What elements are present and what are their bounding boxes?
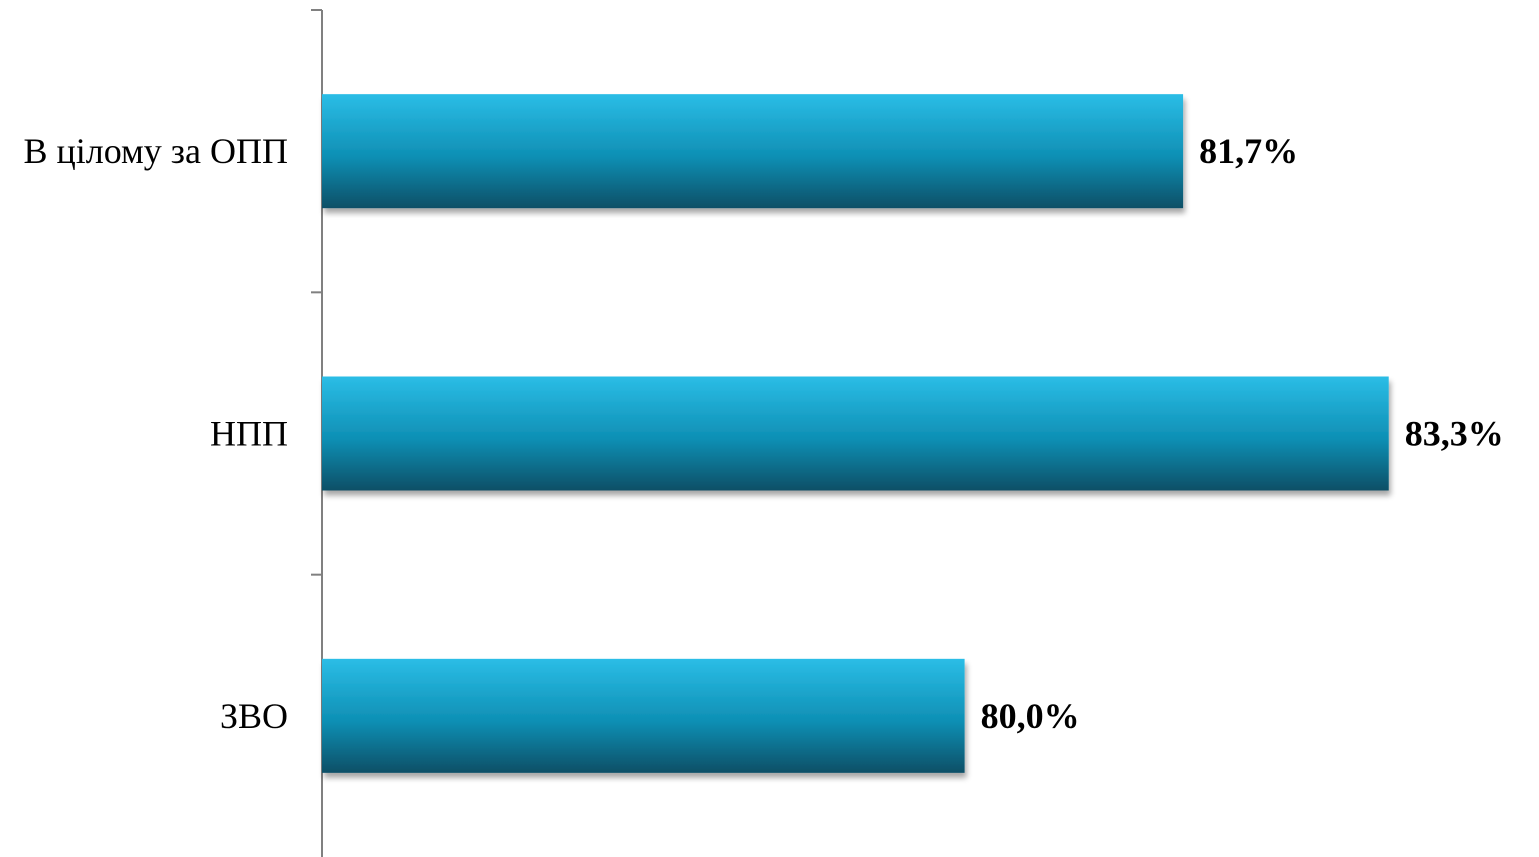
bar-1 [322,376,1389,491]
category-label: НПП [210,414,288,454]
data-label: 81,7% [1199,131,1298,171]
bars [322,94,1389,773]
bar-2 [322,658,965,773]
category-axis [311,9,323,857]
labels: В цілому за ОПП 81,7% НПП 83,3% ЗВО 80,0% [23,131,1503,736]
category-label: ЗВО [220,696,288,736]
bar-0 [322,94,1184,209]
category-label: В цілому за ОПП [23,131,288,171]
data-label: 83,3% [1405,414,1504,454]
data-label: 80,0% [981,696,1080,736]
